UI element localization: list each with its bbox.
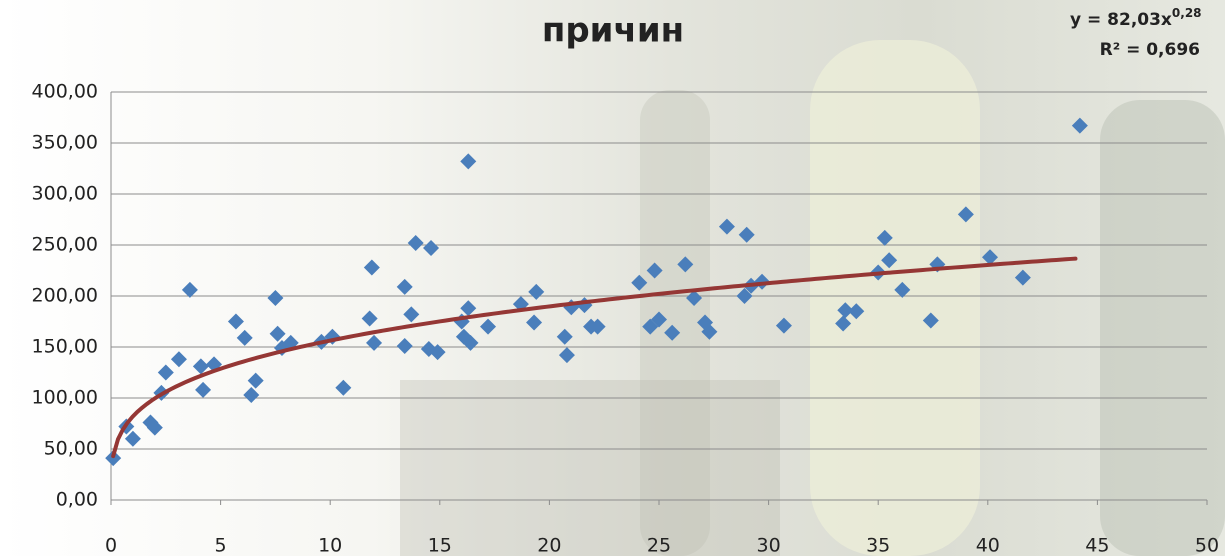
x-tick-label: 35: [866, 535, 890, 556]
equation: y = 82,03x: [1070, 10, 1172, 30]
r-squared: R² = 0,696: [1100, 40, 1200, 60]
x-tick-label: 15: [428, 535, 452, 556]
chart-title: причин: [542, 11, 684, 51]
x-tick-label: 5: [215, 535, 227, 556]
y-tick-label: 50,00: [44, 438, 98, 460]
x-tick-label: 0: [105, 535, 117, 556]
x-tick-label: 20: [537, 535, 561, 556]
x-tick-label: 40: [976, 535, 1000, 556]
y-tick-label: 300,00: [32, 183, 98, 205]
x-tick-label: 10: [318, 535, 342, 556]
x-tick-label: 30: [757, 535, 781, 556]
y-tick-label: 0,00: [56, 489, 98, 511]
background-shape: [810, 40, 980, 556]
x-tick-label: 50: [1195, 535, 1219, 556]
background-shape: [400, 380, 780, 556]
chart: причин y = 82,03x0,28 R² = 0,696 0,00 50,…: [0, 0, 1225, 556]
y-tick-label: 100,00: [32, 387, 98, 409]
x-tick-label: 25: [647, 535, 671, 556]
y-tick-label: 400,00: [32, 81, 98, 103]
y-tick-label: 250,00: [32, 234, 98, 256]
equation-exponent: 0,28: [1172, 6, 1202, 20]
x-tick-label: 45: [1085, 535, 1109, 556]
y-tick-label: 150,00: [32, 336, 98, 358]
y-tick-label: 350,00: [32, 132, 98, 154]
background-shape: [1100, 100, 1225, 556]
y-tick-label: 200,00: [32, 285, 98, 307]
